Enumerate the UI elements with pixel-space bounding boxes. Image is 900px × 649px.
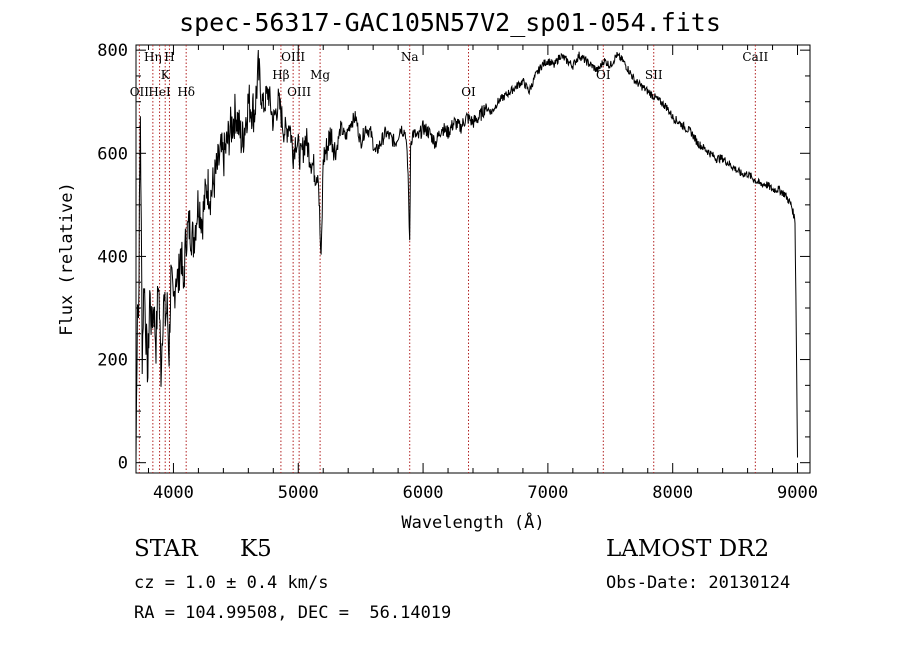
y-tick-label: 600 — [97, 144, 128, 164]
survey-label: LAMOST DR2 — [606, 536, 770, 562]
redshift-label: cz = 1.0 ± 0.4 km/s — [134, 573, 329, 593]
line-marker-label: Hδ — [177, 85, 195, 99]
plot-frame — [135, 44, 811, 474]
obs-date-label: Obs-Date: 20130124 — [606, 573, 791, 593]
line-marker-label: SII — [645, 68, 663, 82]
line-marker-label: Mg — [310, 68, 330, 82]
y-tick-label: 0 — [118, 454, 128, 474]
line-marker-label: H — [164, 50, 174, 64]
line-marker-label: K — [161, 68, 171, 82]
spectrum-line — [135, 49, 798, 461]
y-tick-label: 200 — [97, 351, 128, 371]
x-tick-label: 4000 — [153, 483, 194, 503]
x-tick-label: 6000 — [403, 483, 444, 503]
x-tick-label: 7000 — [527, 483, 568, 503]
y-axis-label: Flux (relative) — [57, 182, 77, 336]
line-marker-label: OIII — [281, 50, 305, 64]
y-tick-label: 800 — [97, 41, 128, 61]
line-marker-label: Hη — [144, 50, 162, 64]
y-tick-label: 400 — [97, 247, 128, 267]
x-tick-label: 9000 — [777, 483, 818, 503]
object-subclass: K5 — [240, 536, 272, 562]
line-marker-label: OI — [461, 85, 476, 99]
line-marker-label: OI — [596, 68, 611, 82]
x-tick-label: 5000 — [278, 483, 319, 503]
x-tick-label: 8000 — [652, 483, 693, 503]
chart-title: spec-56317-GAC105N57V2_sp01-054.fits — [179, 8, 721, 37]
line-marker-label: OII — [130, 85, 150, 99]
line-marker-label: Hβ — [272, 68, 289, 82]
line-marker-label: Na — [401, 50, 419, 64]
coordinates-label: RA = 104.99508, DEC = 56.14019 — [134, 603, 452, 623]
line-marker-label: HeI — [148, 85, 171, 99]
x-axis-label: Wavelength (Å) — [401, 511, 544, 533]
line-marker-label: OIII — [287, 85, 311, 99]
object-class: STAR — [134, 536, 198, 562]
line-marker-label: CaII — [742, 50, 768, 64]
